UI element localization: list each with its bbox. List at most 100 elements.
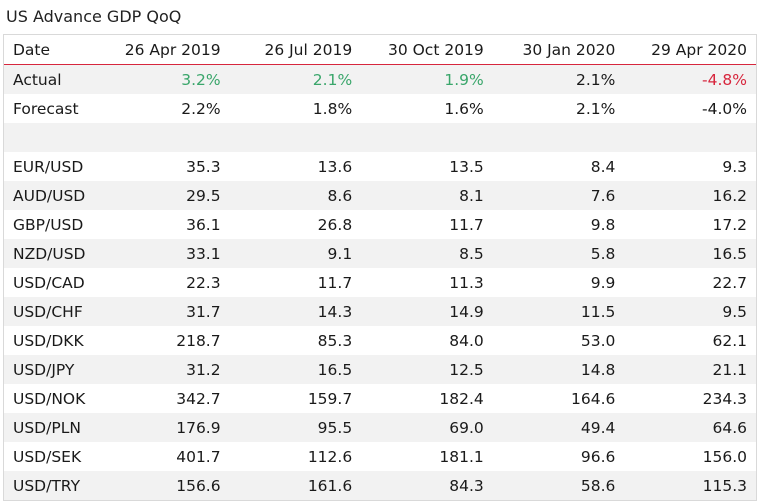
pair-value: 64.6 bbox=[624, 413, 756, 442]
forecast-value: 2.1% bbox=[575, 99, 616, 118]
pair-value: 49.4 bbox=[492, 413, 625, 442]
pair-value: 16.5 bbox=[624, 239, 756, 268]
pair-value: 85.3 bbox=[317, 331, 353, 350]
pair-value: 33.1 bbox=[98, 239, 230, 268]
pair-value: 22.3 bbox=[186, 273, 221, 292]
pair-row: USD/CAD 22.3 11.7 11.3 9.9 22.7 bbox=[4, 268, 756, 297]
gdp-table: Date 26 Apr 2019 26 Jul 2019 30 Oct 2019… bbox=[4, 35, 756, 500]
pair-row: USD/PLN 176.9 95.5 69.0 49.4 64.6 bbox=[4, 413, 756, 442]
pair-value: 53.0 bbox=[580, 331, 616, 350]
pair-value: 8.1 bbox=[361, 181, 493, 210]
pair-value: 95.5 bbox=[229, 413, 362, 442]
pair-value: 62.1 bbox=[712, 331, 747, 350]
pair-value: 8.4 bbox=[590, 157, 616, 176]
pair-value: 234.3 bbox=[702, 389, 747, 408]
pair-value: 115.3 bbox=[624, 471, 756, 500]
pair-value: 9.5 bbox=[624, 297, 756, 326]
pair-value: 11.3 bbox=[449, 273, 484, 292]
pair-value: 84.0 bbox=[449, 331, 484, 350]
pair-value: 96.6 bbox=[580, 447, 616, 466]
pair-value: 22.7 bbox=[712, 273, 747, 292]
pair-value: 156.6 bbox=[98, 471, 230, 500]
pair-value: 182.4 bbox=[439, 389, 484, 408]
spacer-row bbox=[4, 123, 756, 152]
pair-row: GBP/USD 36.1 26.8 11.7 9.8 17.2 bbox=[4, 210, 756, 239]
row-label: Forecast bbox=[13, 99, 79, 118]
pair-row: USD/NOK 342.7 159.7 182.4 164.6 234.3 bbox=[4, 384, 756, 413]
pair-label: NZD/USD bbox=[4, 239, 98, 268]
pair-value: 8.5 bbox=[361, 239, 493, 268]
pair-label: USD/SEK bbox=[13, 447, 82, 466]
pair-label: USD/CHF bbox=[4, 297, 98, 326]
header-cell: 30 Oct 2019 bbox=[361, 35, 493, 65]
pair-value: 112.6 bbox=[307, 447, 353, 466]
pair-value: 29.5 bbox=[98, 181, 230, 210]
pair-value: 35.3 bbox=[186, 157, 221, 176]
pair-label: GBP/USD bbox=[13, 215, 84, 234]
pair-label: USD/NOK bbox=[13, 389, 86, 408]
pair-row: USD/SEK 401.7 112.6 181.1 96.6 156.0 bbox=[4, 442, 756, 471]
pair-value: 16.2 bbox=[624, 181, 756, 210]
pair-value: 16.5 bbox=[229, 355, 362, 384]
pair-value: 84.3 bbox=[361, 471, 493, 500]
pair-value: 13.6 bbox=[317, 157, 353, 176]
pair-value: 58.6 bbox=[492, 471, 625, 500]
pair-value: 7.6 bbox=[492, 181, 625, 210]
pair-value: 17.2 bbox=[712, 215, 747, 234]
pair-value: 9.1 bbox=[229, 239, 362, 268]
pair-value: 69.0 bbox=[361, 413, 493, 442]
table-title: US Advance GDP QoQ bbox=[6, 7, 182, 26]
pair-row: USD/CHF 31.7 14.3 14.9 11.5 9.5 bbox=[4, 297, 756, 326]
forecast-value: 1.6% bbox=[444, 99, 484, 118]
pair-value: 5.8 bbox=[492, 239, 625, 268]
pair-value: 14.8 bbox=[492, 355, 625, 384]
pair-value: 181.1 bbox=[439, 447, 484, 466]
pair-value: 31.7 bbox=[98, 297, 230, 326]
pair-label: USD/TRY bbox=[4, 471, 98, 500]
pair-value: 11.7 bbox=[317, 273, 353, 292]
pair-value: 11.7 bbox=[449, 215, 484, 234]
pair-value: 9.9 bbox=[590, 273, 616, 292]
pair-label: USD/JPY bbox=[4, 355, 98, 384]
pair-value: 176.9 bbox=[98, 413, 230, 442]
pair-value: 161.6 bbox=[229, 471, 362, 500]
header-cell: 26 Jul 2019 bbox=[229, 35, 362, 65]
header-row: Date 26 Apr 2019 26 Jul 2019 30 Oct 2019… bbox=[4, 35, 756, 65]
pair-label: USD/PLN bbox=[4, 413, 98, 442]
pair-value: 26.8 bbox=[317, 215, 353, 234]
header-cell: 29 Apr 2020 bbox=[624, 35, 756, 65]
pair-value: 21.1 bbox=[624, 355, 756, 384]
pair-value: 31.2 bbox=[98, 355, 230, 384]
pair-value: 218.7 bbox=[176, 331, 221, 350]
actual-value: 1.9% bbox=[361, 64, 493, 94]
pair-label: USD/CAD bbox=[13, 273, 85, 292]
header-cell: 30 Jan 2020 bbox=[492, 35, 625, 65]
actual-value: 3.2% bbox=[98, 64, 230, 94]
pair-label: USD/DKK bbox=[13, 331, 84, 350]
pair-value: 13.5 bbox=[449, 157, 484, 176]
forecast-row: Forecast 2.2% 1.8% 1.6% 2.1% -4.0% bbox=[4, 94, 756, 123]
pair-value: 156.0 bbox=[702, 447, 747, 466]
actual-value: -4.8% bbox=[624, 64, 756, 94]
forecast-value: 1.8% bbox=[312, 99, 353, 118]
pair-value: 36.1 bbox=[186, 215, 221, 234]
pair-row: AUD/USD 29.5 8.6 8.1 7.6 16.2 bbox=[4, 181, 756, 210]
forecast-value: -4.0% bbox=[702, 99, 747, 118]
pair-row: USD/JPY 31.2 16.5 12.5 14.8 21.1 bbox=[4, 355, 756, 384]
pair-value: 14.3 bbox=[229, 297, 362, 326]
pair-value: 9.3 bbox=[722, 157, 747, 176]
data-table-container: Date 26 Apr 2019 26 Jul 2019 30 Oct 2019… bbox=[3, 34, 757, 501]
pair-value: 342.7 bbox=[176, 389, 221, 408]
header-cell: 26 Apr 2019 bbox=[98, 35, 230, 65]
header-cell: Date bbox=[4, 35, 98, 65]
row-label: Actual bbox=[4, 64, 98, 94]
pair-value: 11.5 bbox=[492, 297, 625, 326]
pair-label: EUR/USD bbox=[13, 157, 84, 176]
pair-row: USD/TRY 156.6 161.6 84.3 58.6 115.3 bbox=[4, 471, 756, 500]
pair-label: AUD/USD bbox=[4, 181, 98, 210]
pair-row: NZD/USD 33.1 9.1 8.5 5.8 16.5 bbox=[4, 239, 756, 268]
actual-value: 2.1% bbox=[229, 64, 362, 94]
actual-row: Actual 3.2% 2.1% 1.9% 2.1% -4.8% bbox=[4, 64, 756, 94]
pair-value: 401.7 bbox=[176, 447, 221, 466]
pair-row: USD/DKK 218.7 85.3 84.0 53.0 62.1 bbox=[4, 326, 756, 355]
